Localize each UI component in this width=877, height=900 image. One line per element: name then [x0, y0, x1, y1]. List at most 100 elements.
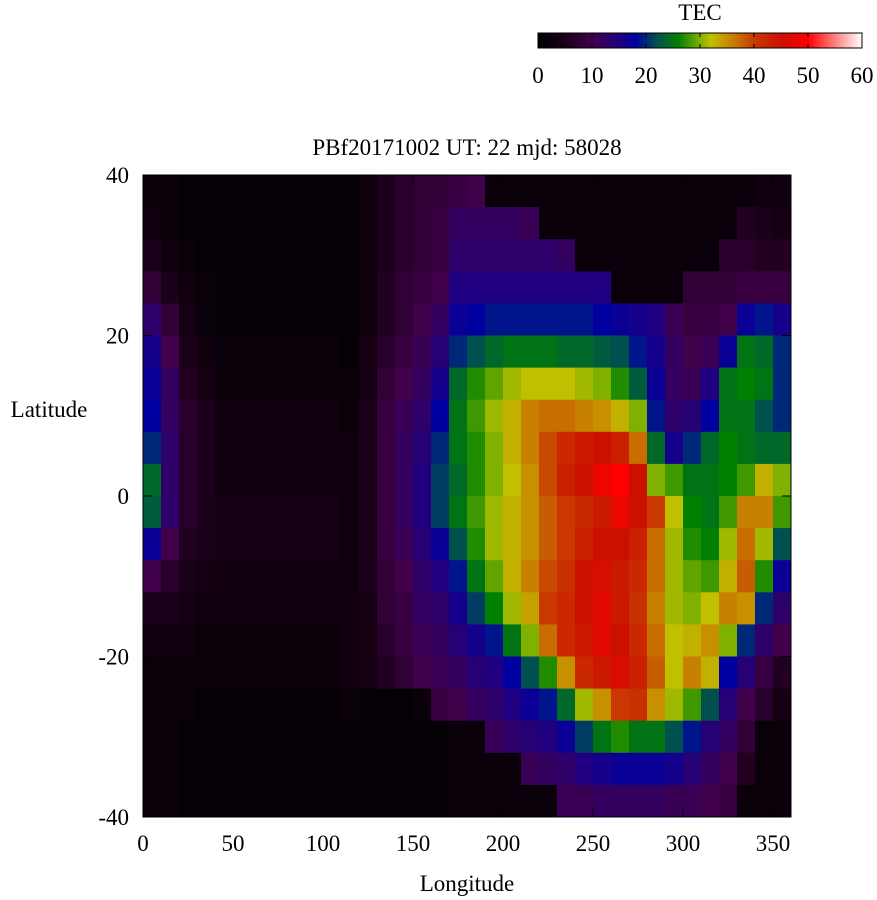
heatmap-cell — [251, 175, 270, 208]
heatmap-cell — [485, 784, 504, 818]
heatmap-cell — [377, 207, 396, 240]
heatmap-cell — [485, 560, 504, 593]
heatmap-cell — [611, 656, 630, 690]
heatmap-cell — [251, 239, 270, 272]
heatmap-cell — [755, 688, 774, 722]
heatmap-cell — [449, 463, 468, 497]
heatmap-cell — [737, 463, 756, 497]
heatmap-cell — [773, 463, 792, 497]
heatmap-cell — [539, 720, 558, 754]
x-tick-label: 300 — [666, 831, 701, 856]
heatmap-cell — [575, 496, 594, 529]
heatmap-cell — [449, 592, 468, 625]
heatmap-cell — [197, 592, 216, 625]
x-tick-label: 150 — [396, 831, 431, 856]
heatmap-cell — [683, 656, 702, 690]
heatmap-cell — [755, 271, 774, 304]
heatmap-cell — [467, 656, 486, 690]
heatmap-cell — [341, 271, 360, 304]
heatmap-cell — [683, 784, 702, 818]
heatmap-cell — [323, 624, 342, 657]
heatmap-cell — [143, 367, 162, 401]
heatmap-cell — [503, 688, 522, 722]
heatmap-cell — [629, 624, 648, 657]
heatmap-cell — [359, 592, 378, 625]
heatmap-cell — [485, 271, 504, 304]
heatmap-cell — [413, 399, 432, 433]
heatmap-cell — [485, 367, 504, 401]
heatmap-cell — [377, 303, 396, 336]
heatmap-cell — [215, 335, 234, 369]
heatmap-cell — [305, 303, 324, 336]
heatmap-cell — [323, 528, 342, 561]
heatmap-cell — [773, 720, 792, 754]
heatmap-cell — [305, 592, 324, 625]
heatmap-cell — [197, 624, 216, 657]
heatmap-cell — [647, 752, 666, 786]
heatmap-cell — [269, 271, 288, 304]
heatmap-cell — [683, 271, 702, 304]
heatmap-cell — [737, 656, 756, 690]
heatmap-cell — [557, 688, 576, 722]
heatmap-cell — [773, 656, 792, 690]
heatmap-cell — [395, 752, 414, 786]
heatmap-cell — [395, 592, 414, 625]
heatmap-cell — [197, 335, 216, 369]
heatmap-cell — [359, 431, 378, 465]
heatmap-cell — [629, 656, 648, 690]
heatmap-cell — [467, 784, 486, 818]
heatmap-cell — [467, 175, 486, 208]
heatmap-cell — [431, 560, 450, 593]
heatmap-cell — [683, 399, 702, 433]
heatmap-cell — [539, 496, 558, 529]
heatmap-cell — [629, 720, 648, 754]
heatmap-cell — [503, 399, 522, 433]
heatmap-cell — [395, 303, 414, 336]
heatmap-cell — [737, 624, 756, 657]
heatmap-cell — [341, 688, 360, 722]
heatmap-cell — [449, 624, 468, 657]
heatmap-cell — [647, 303, 666, 336]
heatmap-cell — [215, 656, 234, 690]
heatmap-cell — [179, 688, 198, 722]
heatmap-cell — [287, 367, 306, 401]
heatmap-cell — [215, 239, 234, 272]
heatmap-cell — [467, 752, 486, 786]
colorbar-tick-label: 40 — [743, 63, 766, 88]
heatmap-cell — [413, 207, 432, 240]
heatmap-cell — [413, 752, 432, 786]
heatmap-cell — [143, 784, 162, 818]
heatmap-cell — [305, 624, 324, 657]
heatmap-cell — [431, 784, 450, 818]
heatmap-cell — [377, 175, 396, 208]
heatmap-cell — [611, 496, 630, 529]
heatmap-cell — [521, 207, 540, 240]
heatmap-cell — [503, 207, 522, 240]
heatmap-cell — [647, 688, 666, 722]
heatmap-cell — [755, 399, 774, 433]
heatmap-cell — [647, 496, 666, 529]
heatmap-cell — [737, 367, 756, 401]
heatmap-cell — [683, 175, 702, 208]
heatmap-cell — [143, 656, 162, 690]
heatmap-cell — [161, 560, 180, 593]
heatmap-cell — [431, 431, 450, 465]
colorbar-ticks: 0 10 20 30 40 50 60 — [532, 33, 874, 88]
heatmap-cell — [503, 335, 522, 369]
heatmap-cell — [215, 496, 234, 529]
heatmap-cell — [269, 624, 288, 657]
heatmap-cell — [611, 207, 630, 240]
heatmap-cell — [485, 431, 504, 465]
heatmap-cell — [773, 303, 792, 336]
heatmap-cell — [197, 496, 216, 529]
heatmap-cell — [701, 239, 720, 272]
heatmap-cell — [467, 720, 486, 754]
heatmap-cell — [485, 720, 504, 754]
heatmap-cell — [287, 592, 306, 625]
heatmap-cell — [629, 560, 648, 593]
heatmap-cell — [593, 656, 612, 690]
heatmap-cell — [377, 431, 396, 465]
heatmap-cell — [395, 560, 414, 593]
heatmap-cell — [251, 784, 270, 818]
heatmap-cell — [611, 463, 630, 497]
